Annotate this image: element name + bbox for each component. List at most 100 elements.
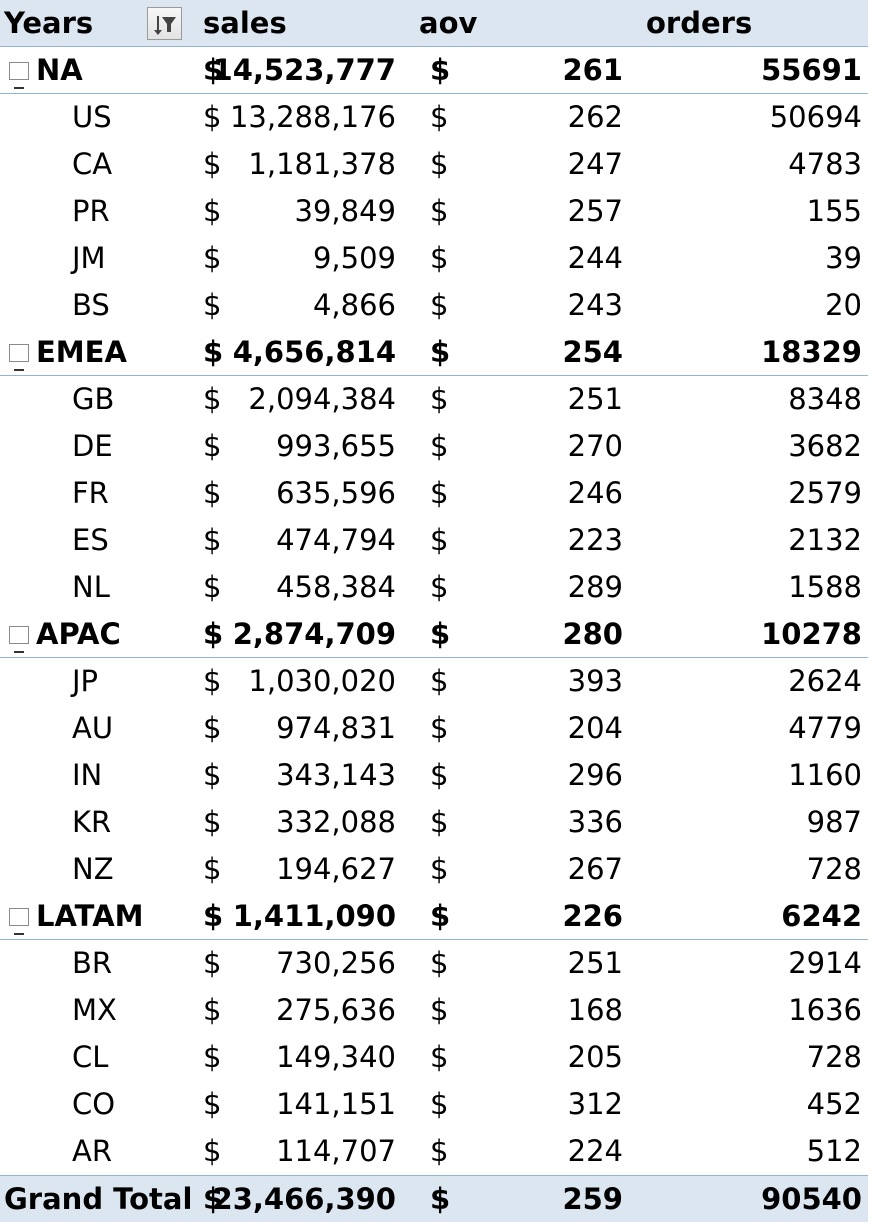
- currency-symbol: $: [430, 664, 449, 698]
- currency-symbol: $: [430, 758, 449, 792]
- aov-value: 247: [567, 147, 623, 181]
- country-label[interactable]: AU: [72, 711, 114, 745]
- group-orders: 18329: [761, 335, 862, 369]
- aov-value: 262: [567, 100, 623, 134]
- country-label[interactable]: GB: [72, 382, 115, 416]
- sales-value: 1,181,378: [248, 147, 396, 181]
- group-label[interactable]: NA: [36, 53, 83, 87]
- currency-symbol: $: [430, 194, 449, 228]
- group-aov: 261: [562, 53, 623, 87]
- country-label[interactable]: FR: [72, 476, 109, 510]
- sales-value: 474,794: [276, 523, 396, 557]
- table-row: GB $2,094,384 $251 8348: [0, 376, 868, 423]
- country-label[interactable]: NL: [72, 570, 110, 604]
- aov-value: 257: [567, 194, 623, 228]
- country-label[interactable]: CA: [72, 147, 113, 181]
- orders-column-header: orders: [646, 6, 753, 40]
- currency-symbol: $: [203, 664, 222, 698]
- collapse-icon[interactable]: [9, 344, 29, 371]
- country-label[interactable]: BS: [72, 288, 110, 322]
- country-label[interactable]: DE: [72, 429, 113, 463]
- country-label[interactable]: AR: [72, 1134, 112, 1168]
- table-row: US $13,288,176 $262 50694: [0, 94, 868, 141]
- country-label[interactable]: BR: [72, 946, 113, 980]
- currency-symbol: $: [430, 993, 449, 1027]
- table-row: BR $730,256 $251 2914: [0, 940, 868, 987]
- table-row: JP $1,030,020 $393 2624: [0, 658, 868, 705]
- sales-value: 114,707: [276, 1134, 396, 1168]
- aov-value: 312: [567, 1087, 623, 1121]
- country-label[interactable]: IN: [72, 758, 103, 792]
- currency-symbol: $: [430, 852, 449, 886]
- currency-symbol: $: [203, 194, 222, 228]
- collapse-icon[interactable]: [9, 626, 29, 653]
- country-label[interactable]: KR: [72, 805, 112, 839]
- collapse-icon[interactable]: [9, 62, 29, 89]
- aov-value: 246: [567, 476, 623, 510]
- currency-symbol: $: [430, 476, 449, 510]
- collapse-icon[interactable]: [9, 908, 29, 935]
- orders-value: 2579: [788, 476, 862, 510]
- country-label[interactable]: JP: [72, 664, 99, 698]
- aov-value: 251: [567, 946, 623, 980]
- orders-value: 4783: [788, 147, 862, 181]
- aov-value: 393: [567, 664, 623, 698]
- aov-value: 267: [567, 852, 623, 886]
- country-label[interactable]: CO: [72, 1087, 116, 1121]
- currency-symbol: $: [203, 805, 222, 839]
- sales-value: 993,655: [276, 429, 396, 463]
- currency-symbol: $: [430, 570, 449, 604]
- sales-value: 9,509: [312, 241, 396, 275]
- group-orders: 6242: [781, 899, 862, 933]
- group-label[interactable]: LATAM: [36, 899, 144, 933]
- country-label[interactable]: CL: [72, 1040, 109, 1074]
- orders-value: 987: [806, 805, 862, 839]
- orders-value: 728: [806, 852, 862, 886]
- group-row: LATAM $1,411,090 $226 6242: [0, 893, 868, 940]
- group-sales: 2,874,709: [232, 617, 396, 651]
- table-row: AR $114,707 $224 512: [0, 1128, 868, 1175]
- currency-symbol: $: [203, 993, 222, 1027]
- orders-value: 728: [806, 1040, 862, 1074]
- table-row: PR $39,849 $257 155: [0, 188, 868, 235]
- orders-value: 39: [825, 241, 862, 275]
- orders-value: 2914: [788, 946, 862, 980]
- currency-symbol: $: [203, 1182, 224, 1216]
- currency-symbol: $: [430, 1134, 449, 1168]
- currency-symbol: $: [203, 288, 222, 322]
- currency-symbol: $: [203, 899, 224, 933]
- orders-value: 1636: [788, 993, 862, 1027]
- country-label[interactable]: MX: [72, 993, 117, 1027]
- currency-symbol: $: [430, 429, 449, 463]
- currency-symbol: $: [203, 100, 222, 134]
- group-label[interactable]: APAC: [36, 617, 121, 651]
- sales-value: 2,094,384: [248, 382, 396, 416]
- aov-column-header: aov: [419, 6, 478, 40]
- country-label[interactable]: JM: [72, 241, 106, 275]
- orders-value: 155: [806, 194, 862, 228]
- table-row: DE $993,655 $270 3682: [0, 423, 868, 470]
- currency-symbol: $: [430, 805, 449, 839]
- orders-value: 50694: [769, 100, 862, 134]
- sales-value: 13,288,176: [229, 100, 396, 134]
- country-label[interactable]: PR: [72, 194, 110, 228]
- group-row: NA $14,523,777 $261 55691: [0, 47, 868, 94]
- group-sales: 1,411,090: [232, 899, 396, 933]
- aov-value: 296: [567, 758, 623, 792]
- country-label[interactable]: ES: [72, 523, 109, 557]
- country-label[interactable]: US: [72, 100, 112, 134]
- group-label[interactable]: EMEA: [36, 335, 127, 369]
- grand-total-label: Grand Total: [4, 1182, 193, 1216]
- orders-value: 1160: [788, 758, 862, 792]
- country-label[interactable]: NZ: [72, 852, 114, 886]
- filter-sort-icon[interactable]: [147, 7, 182, 40]
- table-row: NL $458,384 $289 1588: [0, 564, 868, 611]
- grand-total-sales: 23,466,390: [212, 1182, 396, 1216]
- table-row: ES $474,794 $223 2132: [0, 517, 868, 564]
- aov-value: 223: [567, 523, 623, 557]
- grand-total-row: Grand Total $ 23,466,390 $ 259 90540: [0, 1175, 868, 1222]
- grand-total-orders: 90540: [761, 1182, 862, 1216]
- currency-symbol: $: [430, 1040, 449, 1074]
- currency-symbol: $: [203, 523, 222, 557]
- table-row: FR $635,596 $246 2579: [0, 470, 868, 517]
